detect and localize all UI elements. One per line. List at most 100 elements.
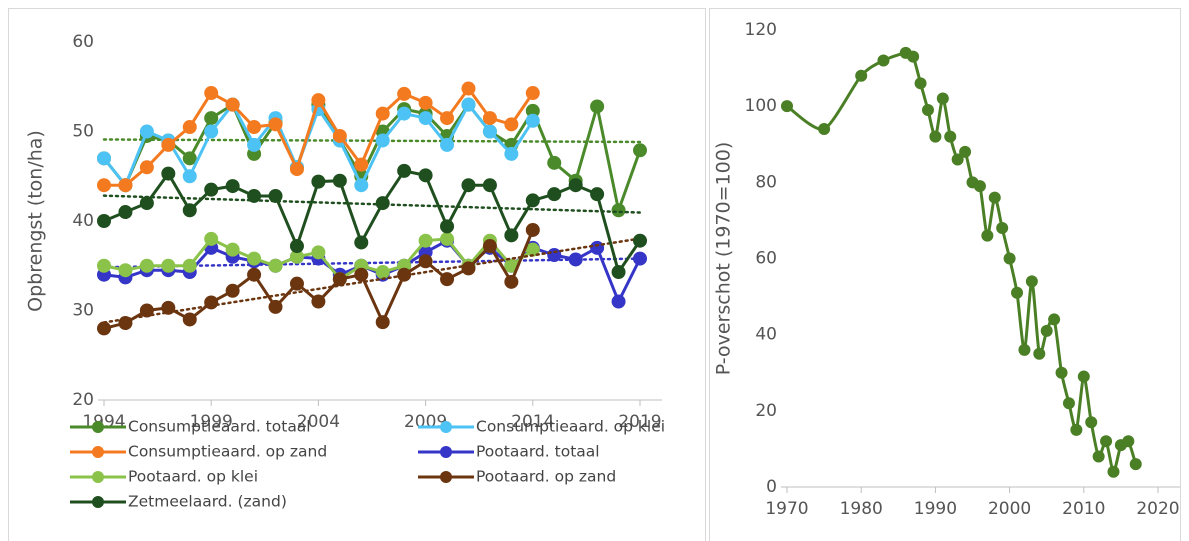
point — [1100, 435, 1113, 448]
point — [311, 245, 326, 260]
point — [139, 160, 154, 175]
point — [332, 272, 347, 287]
point — [482, 239, 497, 254]
point — [354, 235, 369, 250]
point — [418, 95, 433, 110]
point — [855, 69, 868, 82]
x-tick-label: 2020 — [1136, 499, 1179, 519]
legend-marker — [440, 446, 452, 458]
y-tick-label: 30 — [72, 301, 94, 321]
point — [973, 180, 986, 193]
point — [936, 92, 949, 105]
point — [182, 151, 197, 166]
point — [247, 267, 262, 282]
point — [204, 231, 219, 246]
point — [161, 258, 176, 273]
point — [268, 258, 283, 273]
point — [1003, 252, 1016, 265]
point — [268, 188, 283, 203]
point — [311, 294, 326, 309]
point — [397, 163, 412, 178]
x-tick-label: 1970 — [765, 499, 808, 519]
point — [225, 283, 240, 298]
trendline — [102, 237, 642, 324]
point — [354, 267, 369, 282]
point — [981, 229, 994, 242]
point — [1122, 435, 1135, 448]
point — [525, 86, 540, 101]
point — [781, 100, 793, 113]
point — [461, 97, 476, 112]
point — [1107, 465, 1120, 478]
point — [97, 321, 111, 336]
point — [397, 86, 412, 101]
point — [461, 178, 476, 193]
point — [504, 146, 519, 161]
point — [611, 203, 626, 218]
x-tick-label: 2019 — [618, 412, 661, 432]
point — [611, 265, 626, 280]
point — [97, 214, 111, 228]
x-tick-label: 2004 — [297, 412, 340, 432]
point — [311, 174, 326, 189]
point — [633, 233, 647, 248]
point — [225, 242, 240, 257]
trendline — [102, 194, 642, 214]
point — [525, 103, 540, 118]
point — [525, 242, 540, 257]
point — [590, 187, 605, 202]
point — [461, 81, 476, 96]
point — [289, 239, 304, 254]
legend-label: Consumptieaard. op klei — [476, 418, 665, 436]
y-tick-label: 50 — [72, 122, 94, 142]
legend-marker — [92, 496, 104, 508]
legend-label: Zetmeelaard. (zand) — [128, 493, 287, 511]
point — [354, 178, 369, 193]
point — [1070, 423, 1083, 436]
legend-marker — [440, 421, 452, 433]
point — [1092, 450, 1105, 463]
point — [247, 120, 262, 135]
point — [139, 258, 154, 273]
point — [914, 77, 927, 90]
point — [547, 155, 562, 170]
point — [504, 228, 519, 243]
point — [440, 111, 455, 126]
point — [1033, 347, 1046, 360]
point — [225, 179, 240, 194]
point — [182, 258, 197, 273]
point — [818, 123, 831, 136]
point — [418, 111, 433, 126]
point — [590, 240, 605, 255]
legend-label: Consumptieaard. totaal — [128, 418, 311, 436]
y-tick-label: 20 — [755, 401, 777, 421]
panel-border — [709, 8, 1181, 541]
point — [1048, 313, 1061, 326]
point — [944, 130, 957, 143]
point — [1085, 416, 1098, 429]
y-tick-label: 40 — [755, 325, 777, 345]
x-tick-label: 2014 — [511, 412, 554, 432]
point — [375, 315, 390, 330]
y-tick-label: 100 — [745, 96, 777, 116]
point — [375, 196, 390, 211]
point — [1018, 343, 1031, 356]
point — [1062, 397, 1075, 410]
point — [97, 151, 111, 166]
point — [97, 178, 111, 193]
x-tick-label: 1990 — [914, 499, 957, 519]
y-tick-label: 20 — [72, 390, 94, 410]
point — [418, 233, 433, 248]
point — [996, 222, 1009, 235]
legend-label: Consumptieaard. op zand — [128, 443, 327, 461]
x-tick-label: 1980 — [840, 499, 883, 519]
y-axis-label: P-overschot (1970=100) — [713, 142, 735, 375]
point — [1077, 370, 1090, 383]
x-tick-label: 1994 — [82, 412, 125, 432]
point — [525, 193, 540, 208]
point — [929, 130, 942, 143]
point — [311, 93, 326, 108]
legend-marker — [440, 471, 452, 483]
legend-marker — [92, 446, 104, 458]
y-tick-label: 40 — [72, 211, 94, 231]
